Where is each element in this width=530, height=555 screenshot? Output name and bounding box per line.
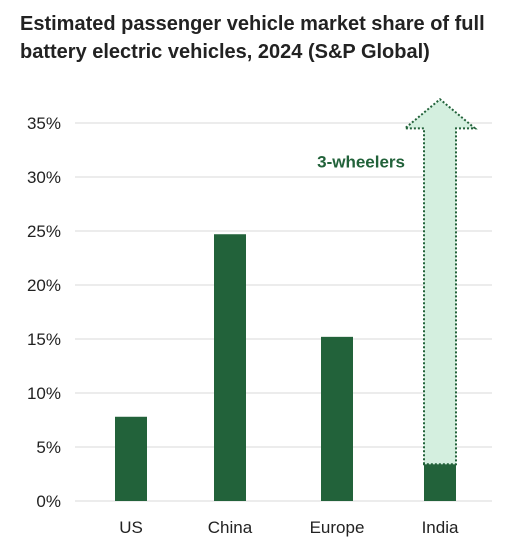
y-tick-label: 25% <box>27 222 61 241</box>
y-tick-label: 20% <box>27 276 61 295</box>
y-tick-label: 5% <box>36 438 61 457</box>
y-tick-label: 0% <box>36 492 61 511</box>
y-tick-label: 30% <box>27 168 61 187</box>
y-axis-ticks: 0% 5% 10% 15% 20% 25% 30% 35% <box>27 114 61 511</box>
annotation-label: 3-wheelers <box>317 152 405 171</box>
bar-europe <box>321 336 353 501</box>
annotation-arrow <box>402 97 478 466</box>
x-axis-ticks: US China Europe India <box>119 518 459 537</box>
x-tick-label: Europe <box>310 518 365 537</box>
annotation-arrow-group <box>402 97 478 466</box>
chart-title: Estimated passenger vehicle market share… <box>20 13 485 63</box>
bar-us <box>115 416 147 501</box>
bars <box>115 234 456 502</box>
x-tick-label: US <box>119 518 143 537</box>
bar-china <box>214 234 246 502</box>
annotation-text-group: 3-wheelers <box>317 152 405 171</box>
bar-india <box>424 464 456 501</box>
y-tick-label: 35% <box>27 114 61 133</box>
x-tick-label: China <box>208 518 253 537</box>
y-tick-label: 15% <box>27 330 61 349</box>
x-tick-label: India <box>422 518 459 537</box>
y-tick-label: 10% <box>27 384 61 403</box>
